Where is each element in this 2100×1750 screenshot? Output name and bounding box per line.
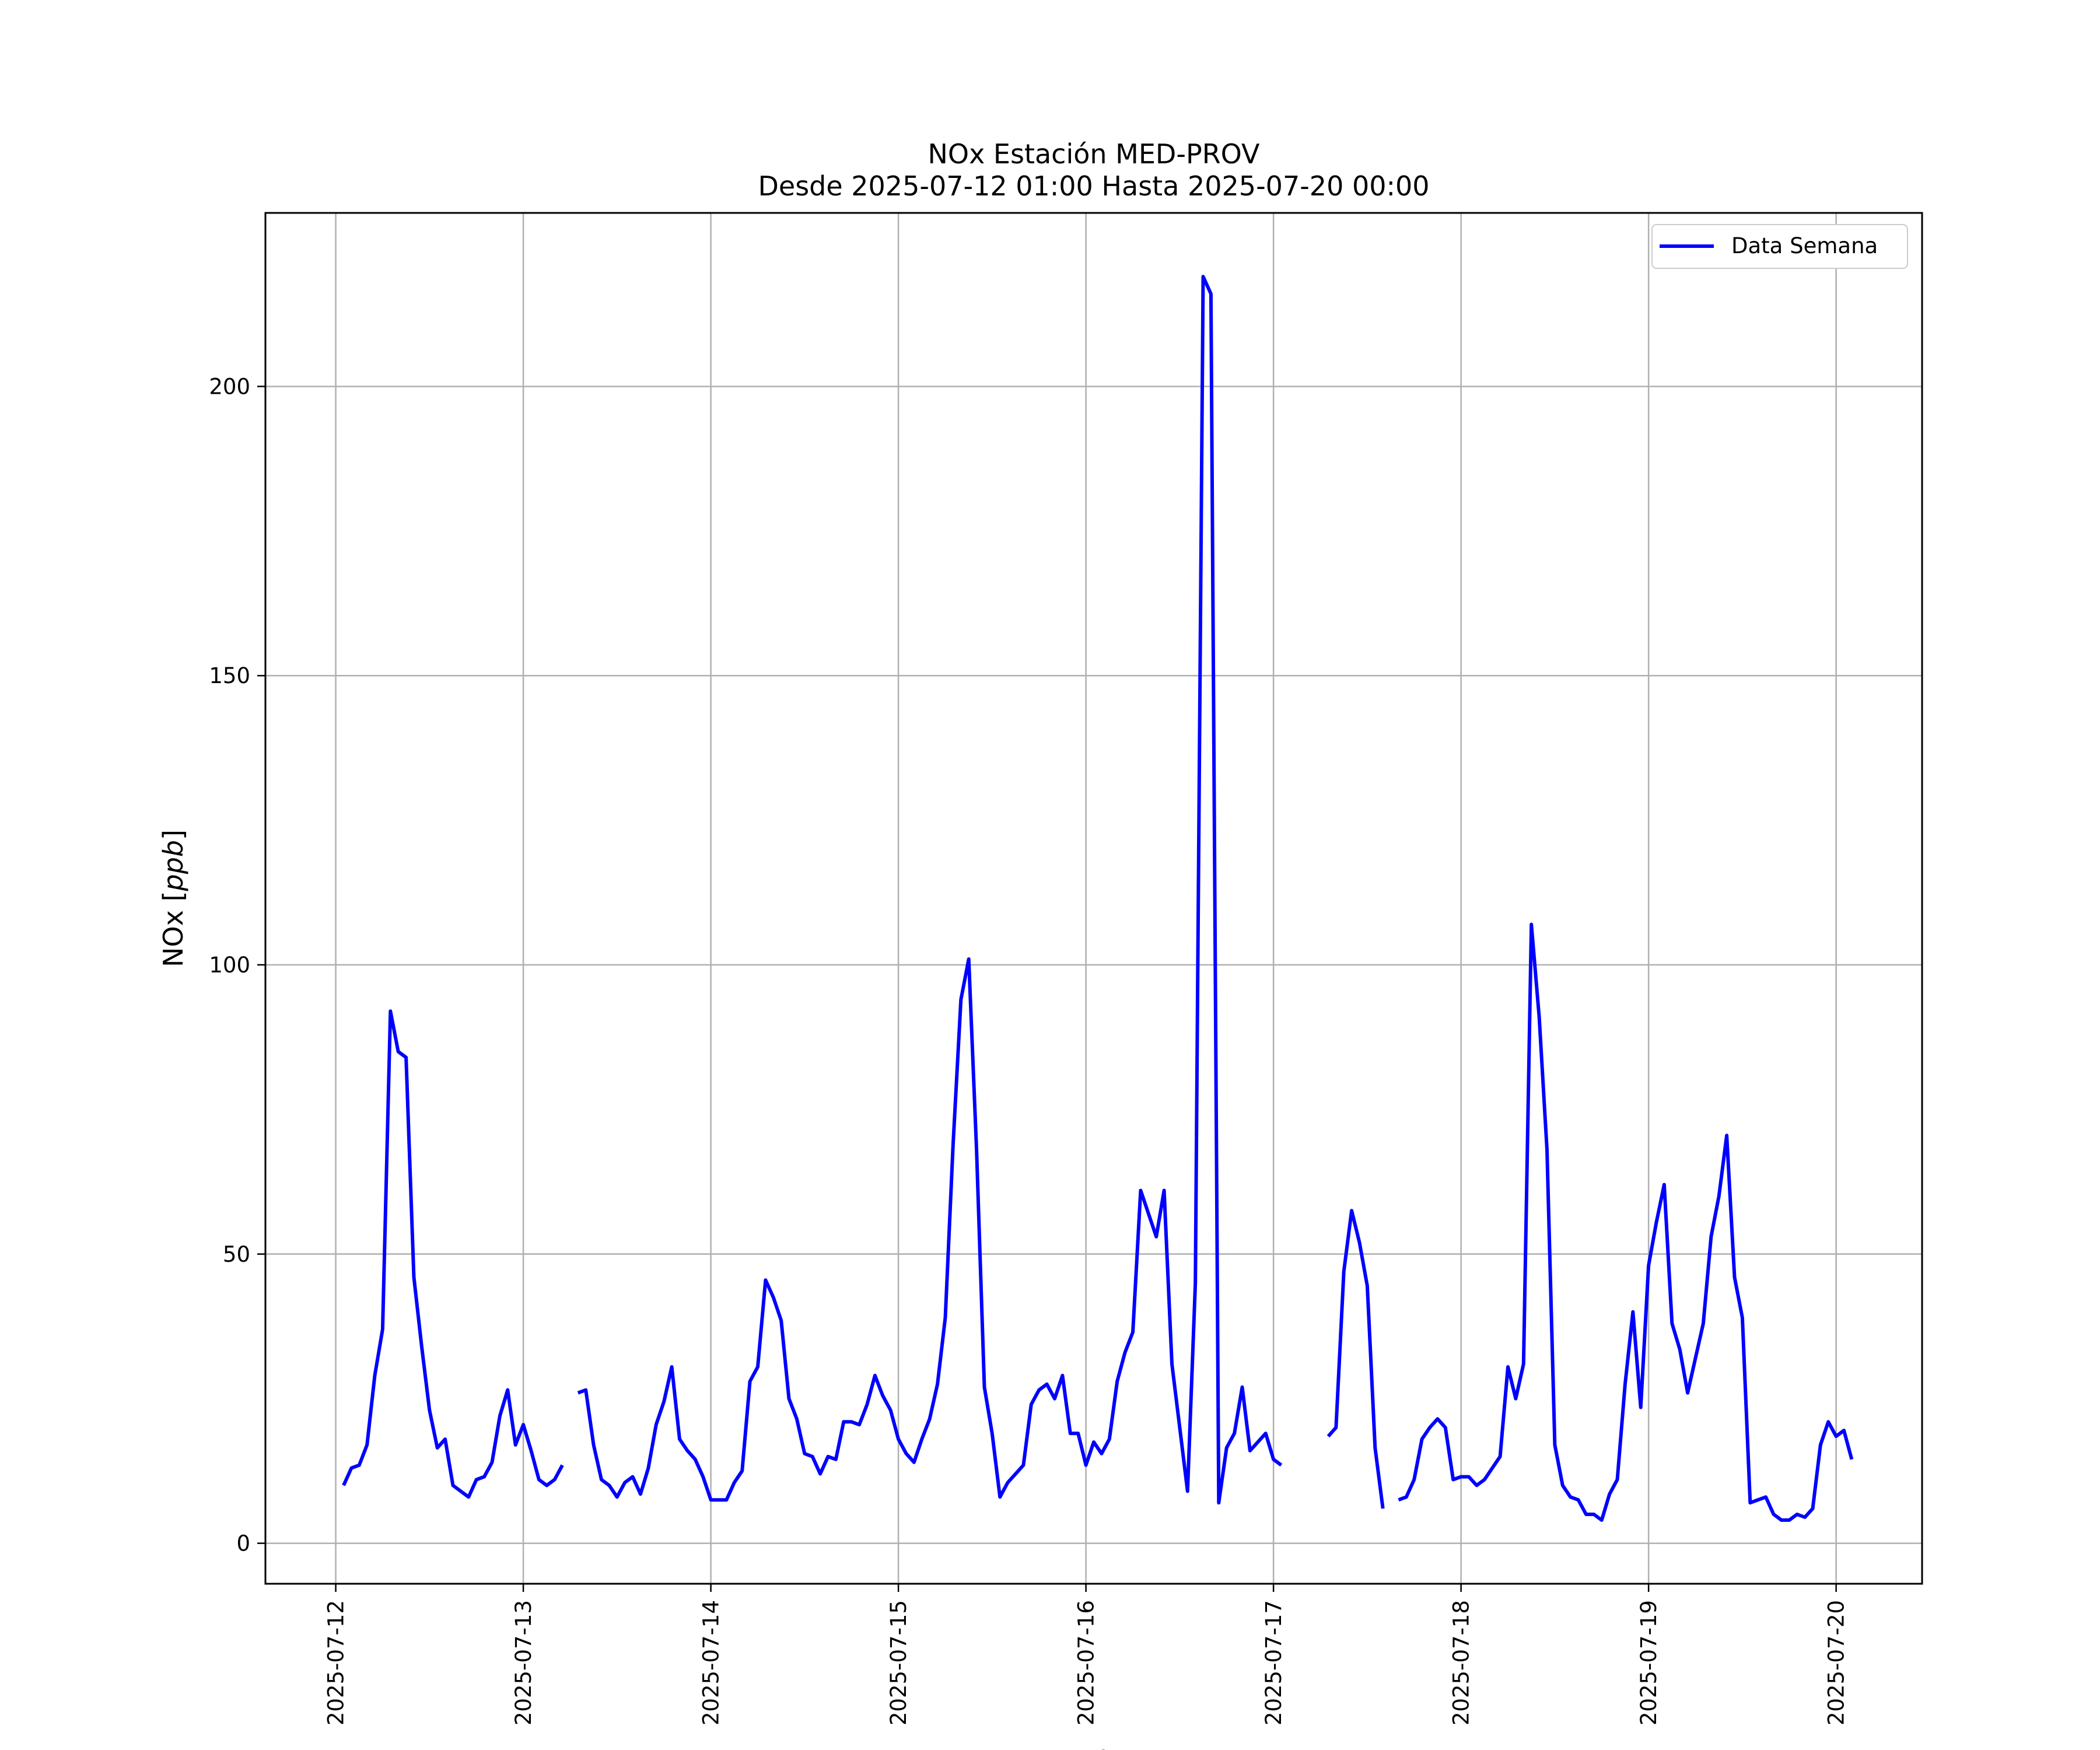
x-tick-label: 2025-07-14 (699, 1600, 724, 1726)
x-tick-label: 2025-07-20 (1824, 1600, 1849, 1726)
y-tick-label: 200 (209, 374, 250, 399)
y-tick-label: 150 (209, 663, 250, 688)
plot-frame (264, 212, 1923, 1585)
series-line-data-semana (1326, 1209, 1385, 1509)
y-tick-label: 100 (209, 953, 250, 978)
series-line-data-semana (1398, 922, 1854, 1522)
legend-box (1651, 224, 1908, 269)
x-tick-label: 2025-07-16 (1074, 1600, 1099, 1726)
y-axis-label-prefix: NOx [ (158, 891, 189, 967)
legend: Data Semana (1651, 224, 1908, 269)
y-axis-label-suffix: ] (158, 830, 189, 840)
x-tick-label: 2025-07-12 (324, 1600, 349, 1726)
x-axis-label: Fecha (1055, 1745, 1133, 1750)
x-tick-label: 2025-07-13 (511, 1600, 536, 1726)
series-layer (342, 275, 1854, 1522)
series-line-data-semana (342, 1009, 564, 1499)
x-tick-label: 2025-07-15 (886, 1600, 911, 1726)
x-tick-label: 2025-07-17 (1261, 1600, 1286, 1726)
y-axis: 0 50 100 150 200 (209, 374, 265, 1556)
y-axis-label: NOx [ppb] (158, 830, 189, 967)
chart-title: NOx Estación MED-PROV (928, 138, 1260, 170)
x-tick-label: 2025-07-19 (1636, 1600, 1661, 1726)
chart-subtitle: Desde 2025-07-12 01:00 Hasta 2025-07-20 … (758, 170, 1429, 202)
y-tick-label: 0 (236, 1531, 250, 1556)
x-tick-label: 2025-07-18 (1449, 1600, 1474, 1726)
x-axis: 2025-07-12 2025-07-13 2025-07-14 2025-07-15… (324, 1584, 1849, 1726)
series-line-data-semana (577, 275, 1283, 1505)
y-tick-label: 50 (223, 1242, 250, 1267)
y-axis-label-unit: ppb (158, 840, 189, 892)
legend-label: Data Semana (1731, 233, 1878, 258)
grid-lines (265, 213, 1922, 1584)
